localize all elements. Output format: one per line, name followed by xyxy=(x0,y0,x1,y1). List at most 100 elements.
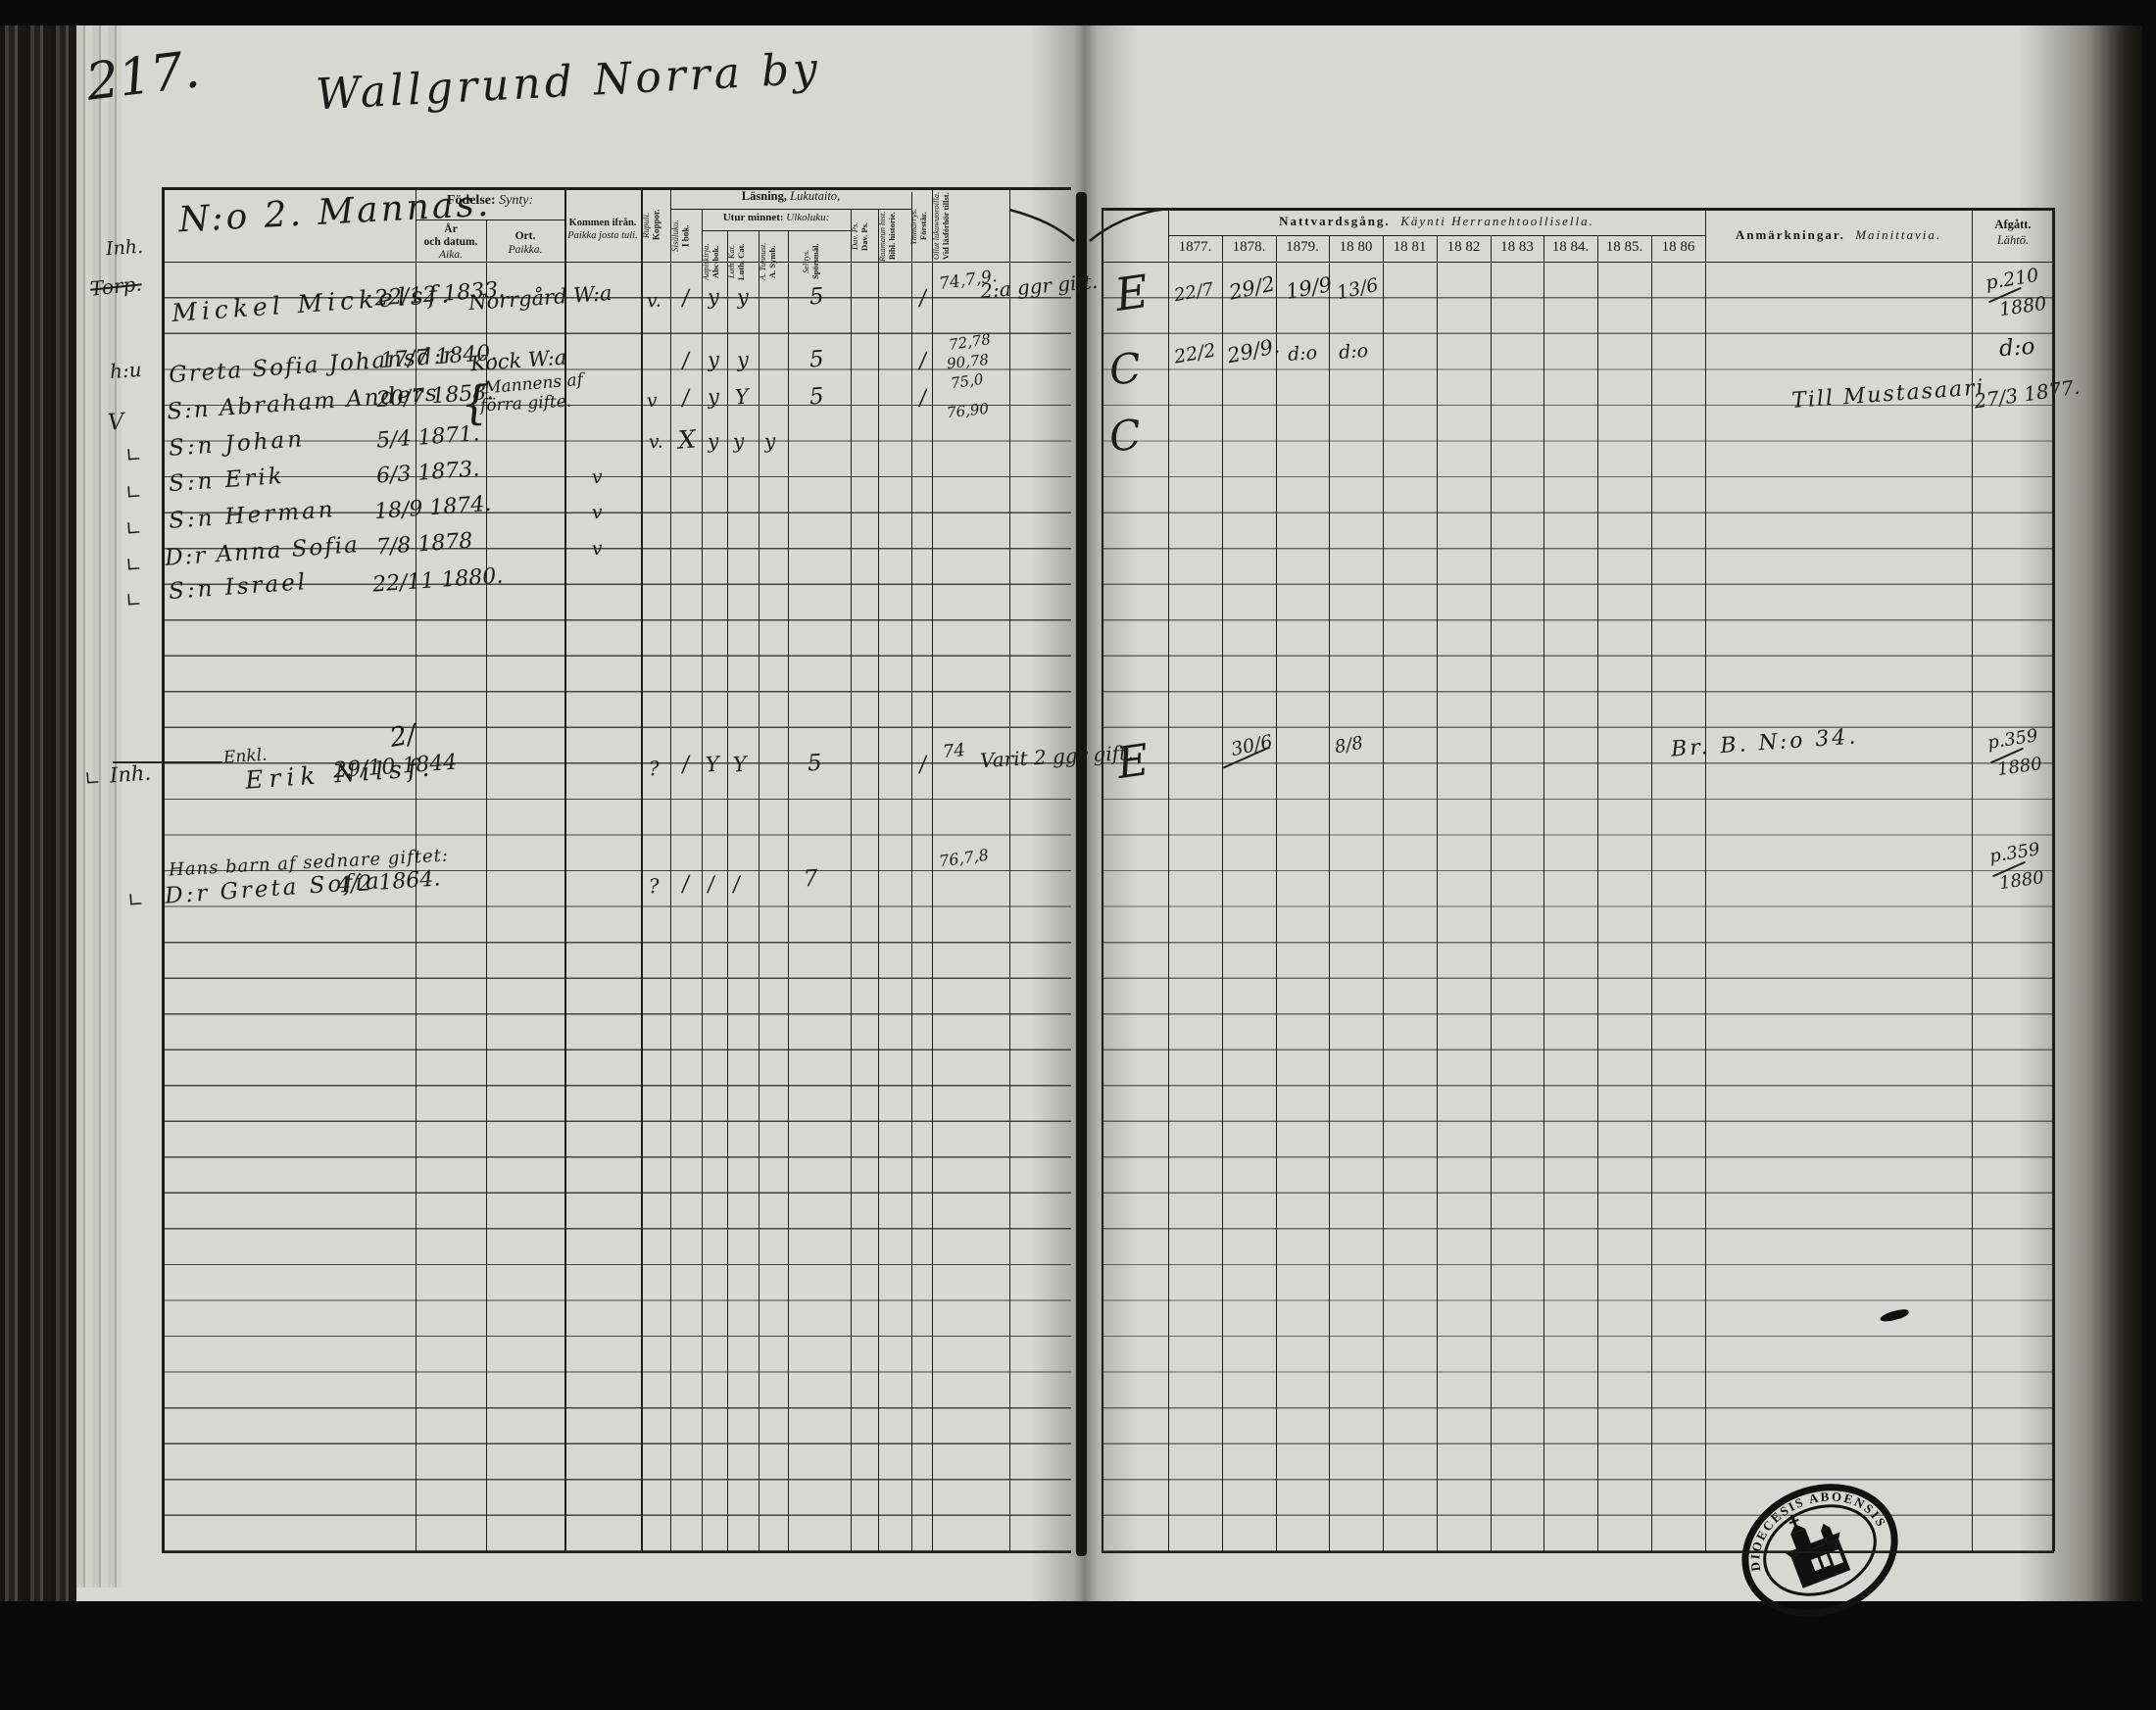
mark-koppor: v xyxy=(591,501,604,524)
afgatt-ref: d:o xyxy=(1998,333,2036,363)
grid-line xyxy=(2052,208,2055,1551)
mark-abc: y xyxy=(707,284,720,310)
grid-line xyxy=(1383,235,1384,1551)
grid-line xyxy=(727,230,729,1551)
scan-border-top xyxy=(0,0,2156,25)
grid-line xyxy=(1329,235,1330,1551)
grid-line xyxy=(878,209,880,1551)
communion-mark: C xyxy=(1106,343,1144,395)
check-mark: ∟ xyxy=(124,587,143,612)
grid-line xyxy=(1102,1551,2054,1554)
header-dav-ps: Dav. Ps. Dav. Ps. xyxy=(850,221,869,251)
communion-mark: C xyxy=(1106,410,1144,462)
mark-koppor: v xyxy=(646,389,659,413)
year-1877: 1877. xyxy=(1178,239,1212,255)
grid-line xyxy=(932,187,934,1551)
mark-koppor: v. xyxy=(648,430,664,454)
mark-cat: Y xyxy=(732,752,748,777)
grid-line xyxy=(1102,208,2054,211)
mark-koppor: v xyxy=(591,537,604,561)
book-edge-left xyxy=(0,0,76,1710)
mark-abc: y xyxy=(707,347,720,372)
header-ort: Ort. Paikka. xyxy=(508,230,543,257)
grid-line xyxy=(564,187,566,1551)
grid-line xyxy=(911,192,913,1551)
mark-sporsmal: 5 xyxy=(808,283,825,311)
year-1881: 18 81 xyxy=(1393,239,1427,255)
margin-note-struck: Torp. xyxy=(88,271,143,301)
fold-curve xyxy=(1008,207,1169,242)
header-fodelse: Födelse: Synty: xyxy=(446,193,534,208)
grid-line xyxy=(1168,208,1170,1551)
grid-line xyxy=(1705,208,1707,1551)
header-utur-minnet: Utur minnet: Ulkoluku: xyxy=(722,212,830,223)
header-i-bok: Sisäluku. I bok. xyxy=(670,220,691,252)
grid-line xyxy=(162,261,1071,264)
grid-line xyxy=(486,220,488,1551)
mark-sporsmal: 7 xyxy=(803,865,819,893)
grid-line xyxy=(1102,208,1103,1551)
page-number: 217. xyxy=(82,40,204,113)
check-mark: ∟ xyxy=(126,887,145,912)
year-1879: 1879. xyxy=(1286,239,1319,255)
grid-line xyxy=(851,209,853,1551)
mark-cat: y xyxy=(736,347,750,372)
mark-abc: Y xyxy=(705,752,720,777)
right-page-rows xyxy=(1102,263,2054,1552)
header-ar-och-datum: År och datum. Aika. xyxy=(423,223,478,262)
grid-line xyxy=(162,187,1071,190)
check-mark: ∟ xyxy=(83,765,102,791)
header-afgatt: Afgått. Lähtö. xyxy=(1994,218,2032,247)
year-1883: 18 83 xyxy=(1500,239,1534,255)
grid-line xyxy=(1972,208,1974,1551)
margin-note: Inh. xyxy=(105,235,144,261)
grid-line xyxy=(162,187,165,1551)
margin-note: h:u xyxy=(109,357,143,384)
grid-line xyxy=(788,230,790,1551)
grid-line xyxy=(1102,261,2054,264)
grid-line xyxy=(1651,235,1652,1551)
page-title: Wallgrund Norra by xyxy=(315,43,823,121)
header-kommen-ifran: Kommen ifrån. Paikka josta tuli. xyxy=(567,218,638,241)
page-stack-edge xyxy=(76,20,122,1588)
margin-rule xyxy=(113,761,222,763)
grid-line xyxy=(702,230,851,232)
attend-years: 74 xyxy=(941,739,966,763)
check-mark: ∟ xyxy=(124,515,143,541)
grid-line xyxy=(759,230,760,1551)
mark-abc: y xyxy=(707,384,720,410)
scan-border-bottom xyxy=(0,1601,2156,1710)
grid-line xyxy=(1597,235,1598,1551)
grid-line xyxy=(162,1551,1071,1554)
grid-line xyxy=(1437,235,1438,1551)
header-koppor: Rupuli. Koppor. xyxy=(641,209,662,241)
mark-abc: y xyxy=(707,428,720,454)
margin-note: V xyxy=(107,409,125,436)
gutter-crease xyxy=(1076,192,1087,1556)
header-bibl-historie: Raamatun hist. Bibl. historie. xyxy=(877,211,897,262)
mark-i-bok: X xyxy=(677,424,697,455)
check-mark: ∟ xyxy=(124,442,143,467)
communion-1880: d:o xyxy=(1338,339,1369,365)
header-lasning: Läsning, Lukutaito, xyxy=(741,189,841,203)
year-1882: 18 82 xyxy=(1446,239,1481,255)
communion-mark: E xyxy=(1113,735,1152,789)
mark-symb: y xyxy=(763,428,777,454)
header-vid-lasforhor: Ollut lukuwuoroilla. Vid läsförhör tillst… xyxy=(931,191,951,261)
grid-line xyxy=(1276,235,1277,1551)
mark-sporsmal: 5 xyxy=(808,383,825,411)
mark-sporsmal: 5 xyxy=(808,346,825,373)
mark-cat: y xyxy=(736,284,750,310)
church-icon xyxy=(1785,1514,1851,1588)
check-mark: ∟ xyxy=(124,479,143,505)
grid-line xyxy=(670,187,672,1551)
grid-line xyxy=(670,209,911,211)
grid-line xyxy=(641,187,643,1551)
mark-koppor: v. xyxy=(646,289,662,313)
year-1878: 1878. xyxy=(1232,239,1266,255)
year-1885: 18 85. xyxy=(1605,239,1643,255)
check-mark: ∟ xyxy=(124,552,143,577)
mark-koppor: v xyxy=(591,465,604,489)
header-nattvardsgang: Nattvardsgång. Käynti Herranehtoollisell… xyxy=(1279,214,1594,228)
